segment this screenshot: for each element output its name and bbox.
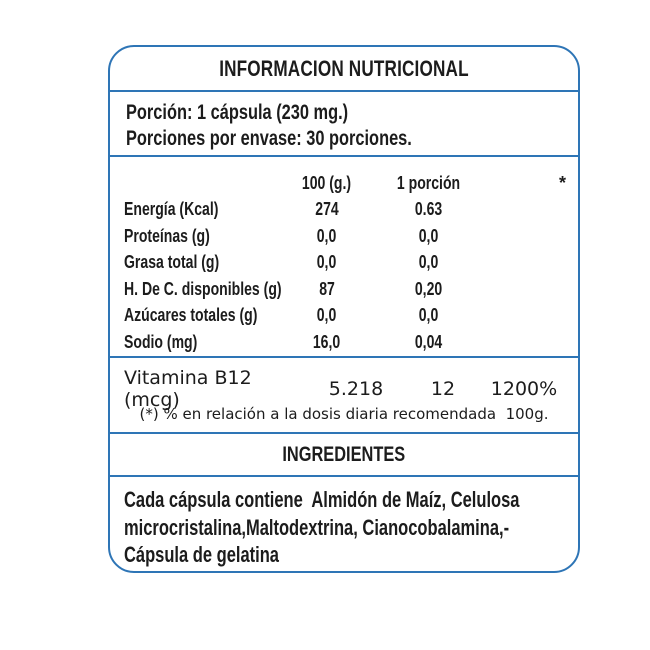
nutrient-row-energia: Energía (Kcal) 274 0.63 bbox=[110, 197, 578, 224]
nutrient-row-azucares: Azúcares totales (g) 0,0 0,0 bbox=[110, 303, 578, 330]
serving-size-line: Porción: 1 cápsula (230 mg.) bbox=[126, 100, 578, 126]
ingredients-header: INGREDIENTES bbox=[282, 442, 406, 466]
nutrient-table: 100 (g.) 1 porción * Energía (Kcal) 274 … bbox=[110, 157, 578, 358]
col-header-per-portion: 1 porción bbox=[397, 172, 461, 193]
nutrient-label: Proteínas (g) bbox=[124, 225, 210, 246]
servings-per-container-line: Porciones por envase: 30 porciones. bbox=[126, 126, 578, 152]
value-per-portion: 0.63 bbox=[415, 199, 443, 220]
nutrient-label: Azúcares totales (g) bbox=[124, 305, 258, 326]
value-per-portion: 0,0 bbox=[419, 305, 439, 326]
ingredients-body: Cada cápsula contiene Almidón de Maíz, C… bbox=[110, 477, 578, 571]
serving-size-text: Porción: 1 cápsula (230 mg.) bbox=[126, 101, 349, 124]
vitamin-b12-row: Vitamina B12 (mcg) 5.218 12 1200% bbox=[110, 367, 578, 411]
ingredients-text-line: Cada cápsula contiene Almidón de Maíz, C… bbox=[124, 487, 520, 512]
nutrient-row-proteinas: Proteínas (g) 0,0 0,0 bbox=[110, 223, 578, 250]
value-per-portion: 0,20 bbox=[415, 278, 443, 299]
nutrient-label: Grasa total (g) bbox=[124, 252, 220, 273]
value-per-portion: 0,04 bbox=[415, 331, 443, 352]
value-per-100g: 274 bbox=[315, 199, 339, 220]
servings-per-container-text: Porciones por envase: 30 porciones. bbox=[126, 127, 412, 150]
nutrition-label-panel: INFORMACION NUTRICIONAL Porción: 1 cápsu… bbox=[108, 45, 580, 573]
title-section: INFORMACION NUTRICIONAL bbox=[110, 47, 578, 92]
ingredients-text-line: microcristalina,Maltodextrina, Cianocoba… bbox=[124, 514, 510, 540]
vitamin-section: Vitamina B12 (mcg) 5.218 12 1200% (*) % … bbox=[110, 358, 578, 434]
serving-section: Porción: 1 cápsula (230 mg.) Porciones p… bbox=[110, 92, 578, 157]
ingredients-text-line: Cápsula de gelatina bbox=[124, 542, 279, 567]
value-per-100g: 87 bbox=[319, 278, 335, 299]
vitamin-b12-per-portion: 12 bbox=[430, 378, 456, 400]
value-per-100g: 0,0 bbox=[317, 252, 337, 273]
nutrient-label: Sodio (mg) bbox=[124, 331, 198, 352]
value-per-100g: 16,0 bbox=[313, 331, 341, 352]
nutrient-row-carbohidratos: H. De C. disponibles (g) 87 0,20 bbox=[110, 276, 578, 303]
value-per-100g: 0,0 bbox=[317, 305, 337, 326]
table-header-row: 100 (g.) 1 porción * bbox=[110, 170, 578, 197]
vitamin-b12-label: Vitamina B12 (mcg) bbox=[124, 367, 252, 411]
daily-dose-footnote-text: (*) % en relación a la dosis diaria reco… bbox=[139, 405, 549, 423]
vitamin-b12-daily-percent: 1200% bbox=[490, 378, 558, 400]
nutrient-row-grasa-total: Grasa total (g) 0,0 0,0 bbox=[110, 250, 578, 277]
nutrient-label: H. De C. disponibles (g) bbox=[124, 278, 282, 299]
nutrient-label: Energía (Kcal) bbox=[124, 199, 219, 220]
value-per-portion: 0,0 bbox=[419, 225, 439, 246]
nutrient-row-sodio: Sodio (mg) 16,0 0,04 bbox=[110, 329, 578, 356]
nutrition-facts-title: INFORMACION NUTRICIONAL bbox=[219, 55, 469, 81]
daily-value-asterisk: * bbox=[558, 172, 566, 193]
ingredients-header-section: INGREDIENTES bbox=[110, 434, 578, 477]
vitamin-b12-per-100g: 5.218 bbox=[328, 378, 384, 400]
value-per-100g: 0,0 bbox=[317, 225, 337, 246]
daily-dose-footnote: (*) % en relación a la dosis diaria reco… bbox=[110, 399, 578, 429]
col-header-per-100g: 100 (g.) bbox=[302, 172, 352, 193]
value-per-portion: 0,0 bbox=[419, 252, 439, 273]
